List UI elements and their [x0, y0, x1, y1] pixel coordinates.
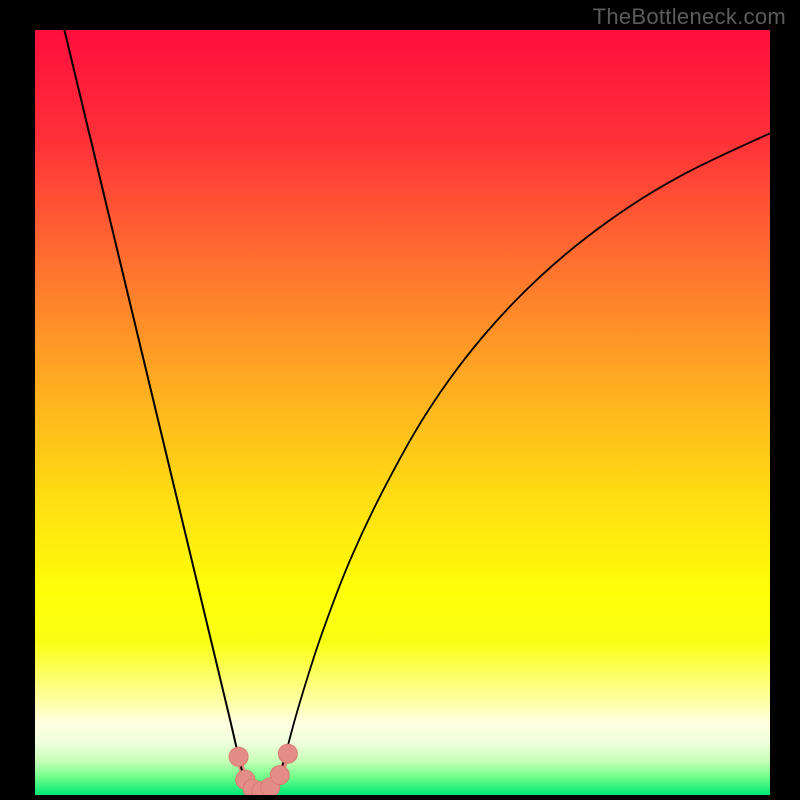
valley-marker [229, 747, 248, 766]
plot-svg-overlay [35, 30, 770, 795]
valley-marker [270, 766, 289, 785]
valley-marker [278, 744, 297, 763]
curve-right [278, 133, 770, 783]
plot-area [35, 30, 770, 795]
watermark-text: TheBottleneck.com [593, 4, 786, 30]
curve-left [64, 30, 245, 784]
